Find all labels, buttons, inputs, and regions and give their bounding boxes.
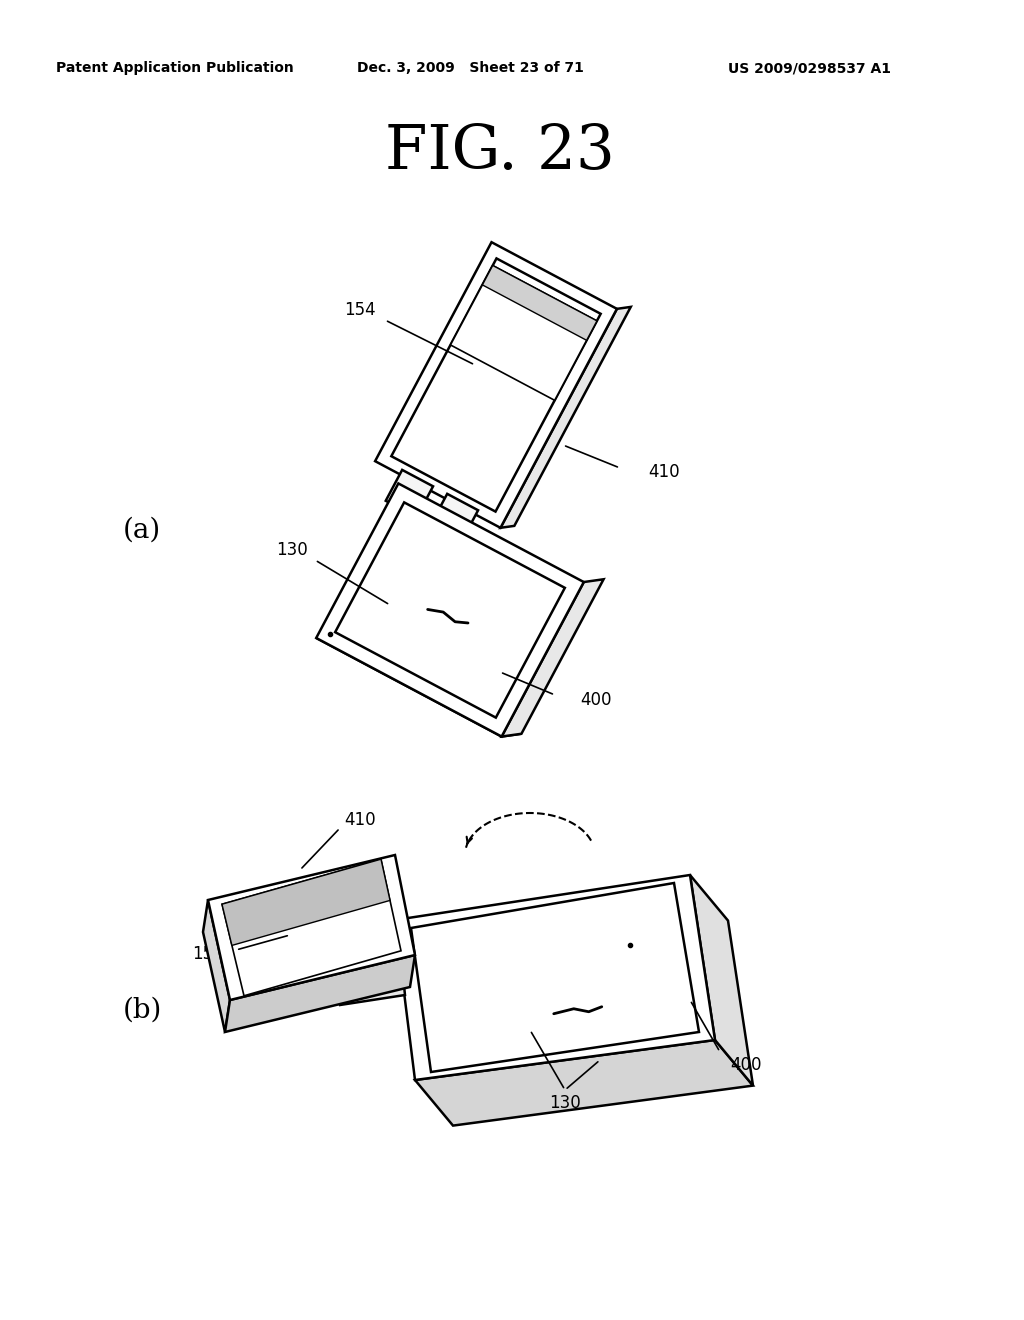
Text: CALL CONNECTED: CALL CONNECTED bbox=[265, 887, 347, 917]
Polygon shape bbox=[203, 900, 230, 1032]
Text: 130: 130 bbox=[276, 541, 308, 558]
Text: Dec. 3, 2009   Sheet 23 of 71: Dec. 3, 2009 Sheet 23 of 71 bbox=[356, 61, 584, 75]
Polygon shape bbox=[391, 259, 601, 512]
Polygon shape bbox=[330, 950, 406, 1005]
Polygon shape bbox=[690, 875, 753, 1085]
Polygon shape bbox=[225, 954, 415, 1032]
Polygon shape bbox=[411, 883, 699, 1072]
Text: Patent Application Publication: Patent Application Publication bbox=[56, 61, 294, 75]
Polygon shape bbox=[316, 483, 584, 737]
Text: 400: 400 bbox=[730, 1056, 762, 1074]
Polygon shape bbox=[316, 635, 521, 737]
Polygon shape bbox=[415, 1040, 753, 1126]
Text: 410: 410 bbox=[344, 810, 376, 829]
Polygon shape bbox=[521, 285, 561, 313]
Polygon shape bbox=[386, 470, 433, 517]
Polygon shape bbox=[395, 875, 715, 1080]
Text: (b): (b) bbox=[122, 997, 162, 1023]
Polygon shape bbox=[375, 242, 616, 528]
Text: (a): (a) bbox=[123, 516, 161, 544]
Polygon shape bbox=[431, 494, 478, 541]
Polygon shape bbox=[501, 306, 631, 528]
Polygon shape bbox=[222, 859, 390, 945]
Polygon shape bbox=[208, 855, 415, 1001]
Text: US 2009/0298537 A1: US 2009/0298537 A1 bbox=[728, 61, 892, 75]
Text: FIG. 23: FIG. 23 bbox=[385, 121, 614, 182]
Text: 400: 400 bbox=[580, 690, 611, 709]
Polygon shape bbox=[451, 265, 597, 400]
Polygon shape bbox=[222, 859, 401, 995]
Text: KIM: KIM bbox=[480, 290, 503, 309]
Text: 410: 410 bbox=[648, 463, 680, 480]
Text: 010-123-1234: 010-123-1234 bbox=[469, 294, 545, 341]
Polygon shape bbox=[482, 265, 597, 341]
Text: 154: 154 bbox=[344, 301, 376, 319]
Polygon shape bbox=[335, 503, 565, 718]
Text: CALL CONNECTED: CALL CONNECTED bbox=[499, 279, 581, 327]
Polygon shape bbox=[502, 579, 603, 737]
Text: 130: 130 bbox=[549, 1094, 581, 1111]
Text: 154: 154 bbox=[193, 945, 224, 964]
